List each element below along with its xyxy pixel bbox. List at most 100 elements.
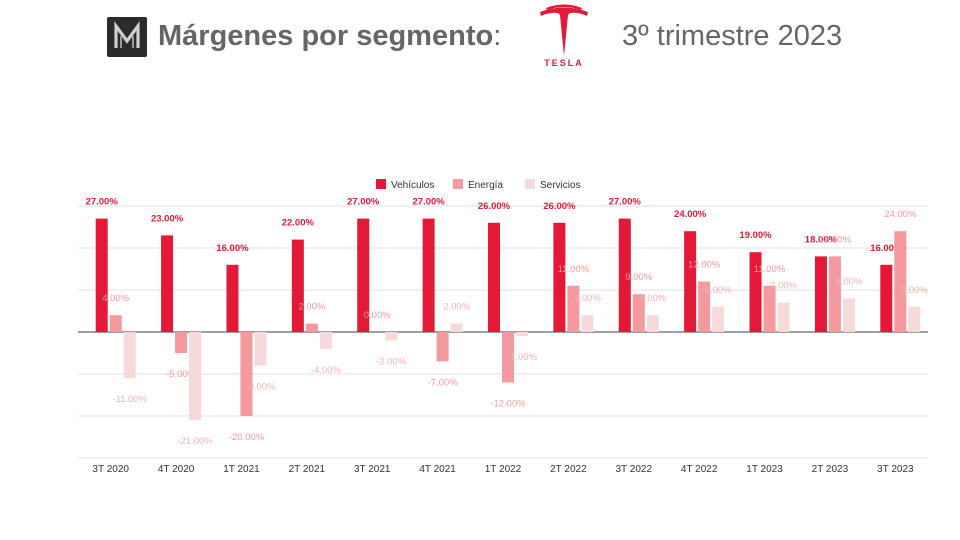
bar-energia [828, 256, 841, 332]
data-label-energia: -20.00% [229, 432, 265, 443]
data-label-energia: -7.00% [428, 377, 459, 388]
data-label-vehiculos: 26.00% [478, 201, 511, 212]
data-label-energia: 0.00% [364, 310, 391, 321]
bar-energia [502, 332, 514, 383]
bar-servicios [712, 306, 725, 332]
x-tick-label: 2T 2023 [812, 464, 849, 475]
x-tick-label: 1T 2021 [223, 464, 260, 475]
bar-vehiculos [291, 239, 304, 332]
bar-energia [240, 332, 253, 416]
data-label-vehiculos: 23.00% [151, 213, 184, 224]
tesla-wordmark: TESLA [544, 58, 584, 68]
x-tick-label: 3T 2021 [354, 464, 391, 475]
legend-swatch-energia [453, 179, 463, 189]
x-tick-label: 3T 2023 [877, 464, 914, 475]
bar-vehiculos [749, 252, 762, 332]
bar-vehiculos [422, 218, 435, 332]
data-label-servicios: 7.00% [770, 281, 797, 292]
data-label-servicios: 2.00% [443, 302, 470, 313]
bar-servicios [908, 306, 921, 332]
data-label-energia: -12.00% [490, 398, 526, 409]
bar-energia [567, 285, 580, 332]
data-label-energia: 24.00% [884, 209, 917, 220]
bar-vehiculos [161, 235, 174, 332]
bar-energia [109, 315, 122, 332]
tesla-t-logo-icon [538, 4, 590, 74]
title-text: Márgenes por segmento [158, 20, 494, 52]
bar-servicios [450, 323, 463, 332]
bar-energia [632, 294, 645, 332]
bar-energia [698, 281, 711, 332]
data-label-vehiculos: 19.00% [739, 230, 772, 241]
data-label-vehiculos: 22.00% [282, 218, 315, 229]
data-label-energia: 9.00% [625, 272, 652, 283]
legend-label-vehiculos: Vehículos [391, 180, 434, 191]
data-label-vehiculos: 26.00% [543, 201, 576, 212]
data-label-servicios: -1.00% [507, 352, 538, 363]
legend-label-servicios: Servicios [540, 180, 581, 191]
bar-vehiculos [880, 264, 893, 332]
x-tick-label: 1T 2023 [746, 464, 783, 475]
period-subtitle: 3º trimestre 2023 [622, 20, 843, 52]
bar-energia [436, 332, 449, 362]
bar-servicios [581, 315, 594, 332]
data-label-vehiculos: 18.00% [805, 234, 838, 245]
bar-vehiculos [357, 218, 370, 332]
data-label-energia: -5.00% [166, 369, 197, 380]
data-label-servicios: 6.00% [705, 285, 732, 296]
bar-servicios [189, 332, 202, 421]
bar-vehiculos [553, 222, 566, 332]
legend-swatch-vehiculos [376, 179, 386, 189]
bar-vehiculos [488, 222, 500, 332]
page-title: Márgenes por segmento: [158, 20, 501, 53]
bar-servicios [842, 298, 855, 332]
stylized-m-logo-icon [107, 17, 147, 57]
title-separator: : [493, 20, 502, 52]
x-tick-label: 3T 2022 [616, 464, 653, 475]
x-tick-label: 1T 2022 [485, 464, 522, 475]
x-tick-label: 3T 2020 [92, 464, 129, 475]
bar-vehiculos [814, 256, 827, 332]
data-label-vehiculos: 27.00% [412, 197, 445, 208]
data-label-energia: 2.00% [298, 302, 325, 313]
data-label-vehiculos: 16.00% [870, 243, 903, 254]
x-tick-label: 2T 2021 [289, 464, 326, 475]
bar-vehiculos [226, 264, 239, 332]
data-label-vehiculos: 27.00% [347, 197, 380, 208]
bar-servicios [123, 332, 136, 379]
bar-energia [175, 332, 188, 353]
data-label-servicios: -11.00% [112, 394, 147, 405]
legend-swatch-servicios [525, 179, 535, 189]
bar-vehiculos [684, 231, 697, 332]
data-label-servicios: -8.00% [245, 382, 276, 393]
bar-energia [894, 231, 907, 332]
slide-header: Márgenes por segmento: TESLA 3º trimestr… [0, 0, 960, 80]
data-label-servicios: -4.00% [311, 365, 342, 376]
data-label-energia: 11.00% [558, 264, 590, 275]
x-tick-label: 4T 2021 [419, 464, 456, 475]
data-label-vehiculos: 27.00% [609, 197, 642, 208]
data-label-vehiculos: 27.00% [86, 197, 119, 208]
data-label-vehiculos: 24.00% [674, 209, 707, 220]
bar-energia [305, 323, 318, 332]
data-label-vehiculos: 16.00% [216, 243, 249, 254]
bar-vehiculos [95, 218, 108, 332]
bar-servicios [385, 332, 398, 341]
bar-vehiculos [618, 218, 631, 332]
data-label-energia: 12.00% [688, 260, 721, 271]
bar-servicios [777, 302, 790, 332]
data-label-servicios: 4.00% [574, 293, 601, 304]
data-label-energia: 4.00% [102, 293, 129, 304]
data-label-servicios: 6.00% [901, 285, 928, 296]
bar-servicios [319, 332, 332, 349]
data-label-energia: 18.00% [819, 234, 852, 245]
x-tick-label: 4T 2020 [158, 464, 195, 475]
x-tick-label: 4T 2022 [681, 464, 718, 475]
bar-servicios [254, 332, 267, 366]
data-label-energia: 11.00% [754, 264, 786, 275]
data-label-servicios: 8.00% [835, 276, 862, 287]
bar-servicios [516, 332, 528, 337]
bar-servicios [646, 315, 659, 332]
data-label-servicios: -21.00% [177, 436, 213, 447]
